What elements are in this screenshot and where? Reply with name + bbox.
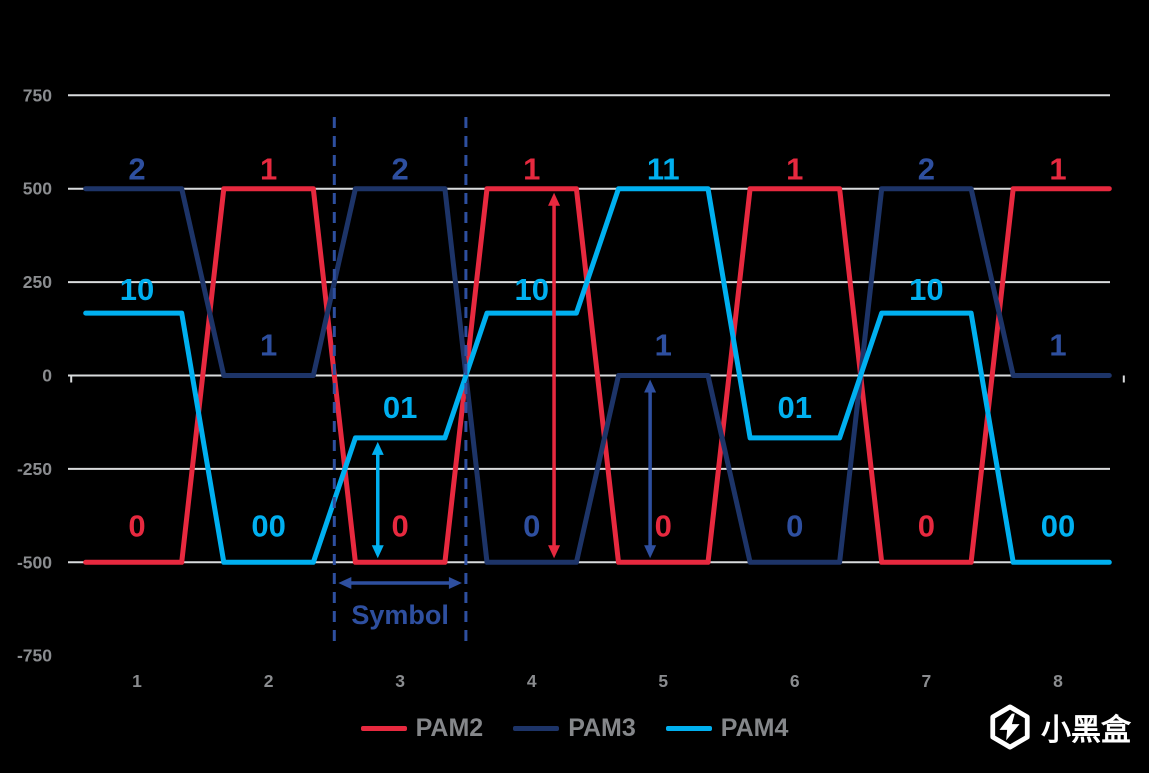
symbol-value-label: 2	[391, 152, 408, 187]
symbol-value-label: 11	[647, 152, 680, 187]
annotations: Symbol	[332, 117, 657, 641]
symbol-value-label: 1	[1049, 328, 1066, 363]
symbol-value-label: 01	[383, 390, 417, 425]
legend-swatch-pam2	[360, 726, 407, 731]
x-tick-label: 1	[132, 671, 142, 691]
symbol-value-label: 10	[120, 272, 154, 307]
x-tick-label: 8	[1053, 671, 1063, 691]
y-tick-label: -250	[17, 459, 52, 479]
symbol-value-label: 2	[918, 152, 935, 187]
x-axis-labels: 1 2 3 4 5 6 7 8	[132, 671, 1063, 691]
legend-label-pam3: PAM3	[568, 714, 636, 742]
symbol-value-label: 0	[918, 508, 935, 543]
logo-bolt-icon	[999, 713, 1020, 741]
symbol-value-label: 2	[128, 152, 145, 187]
symbol-value-label: 10	[909, 272, 943, 307]
symbol-value-label: 0	[523, 508, 540, 543]
x-tick-label: 4	[527, 671, 537, 691]
symbol-value-label: 1	[1049, 152, 1066, 187]
legend-label-pam4: PAM4	[720, 714, 789, 742]
symbol-value-label: 0	[786, 508, 803, 543]
heybox-logo: 小黑盒	[987, 704, 1131, 750]
symbol-value-label: 1	[523, 152, 540, 187]
y-tick-label: -500	[17, 552, 52, 572]
x-tick-label: 3	[395, 671, 405, 691]
symbol-annotation-label: Symbol	[351, 600, 449, 630]
gridlines	[68, 94, 1125, 564]
y-tick-label: 750	[23, 85, 52, 105]
x-tick-label: 7	[922, 671, 932, 691]
legend-item-pam3: PAM3	[513, 714, 636, 743]
series-line-pam2	[83, 186, 1112, 565]
series-line-pam3	[83, 186, 1112, 565]
x-tick-label: 2	[264, 671, 274, 691]
x-tick-label: 6	[790, 671, 800, 691]
y-tick-label: -750	[17, 646, 52, 666]
legend-swatch-pam3	[513, 726, 560, 731]
symbol-value-label: 1	[655, 328, 672, 363]
legend-label-pam2: PAM2	[415, 714, 484, 742]
symbol-value-label: 1	[260, 152, 277, 187]
y-tick-label: 250	[23, 272, 52, 292]
symbol-value-label: 10	[514, 272, 548, 307]
symbol-value-label: 1	[260, 328, 277, 363]
legend-swatch-pam4	[665, 726, 712, 731]
legend-item-pam2: PAM2	[360, 714, 484, 743]
series-line-pam4	[83, 186, 1112, 565]
y-tick-label: 500	[23, 179, 52, 199]
heybox-logo-icon	[990, 704, 1030, 750]
symbol-value-label: 01	[778, 390, 812, 425]
y-axis-labels: 750 500 250 0 -250 -500 -750	[17, 85, 52, 665]
x-tick-label: 5	[658, 671, 668, 691]
legend-item-pam4: PAM4	[665, 714, 789, 743]
symbol-value-label: 0	[655, 508, 672, 543]
symbol-value-label: 1	[786, 152, 803, 187]
symbol-value-label: 00	[251, 508, 285, 543]
heybox-logo-text: 小黑盒	[1041, 714, 1131, 747]
chart-legend: PAM2 PAM3 PAM4	[0, 714, 1149, 743]
symbol-value-label: 0	[128, 508, 145, 543]
y-tick-label: 0	[42, 366, 52, 386]
symbol-value-label: 00	[1041, 508, 1075, 543]
symbol-value-label: 0	[391, 508, 408, 543]
